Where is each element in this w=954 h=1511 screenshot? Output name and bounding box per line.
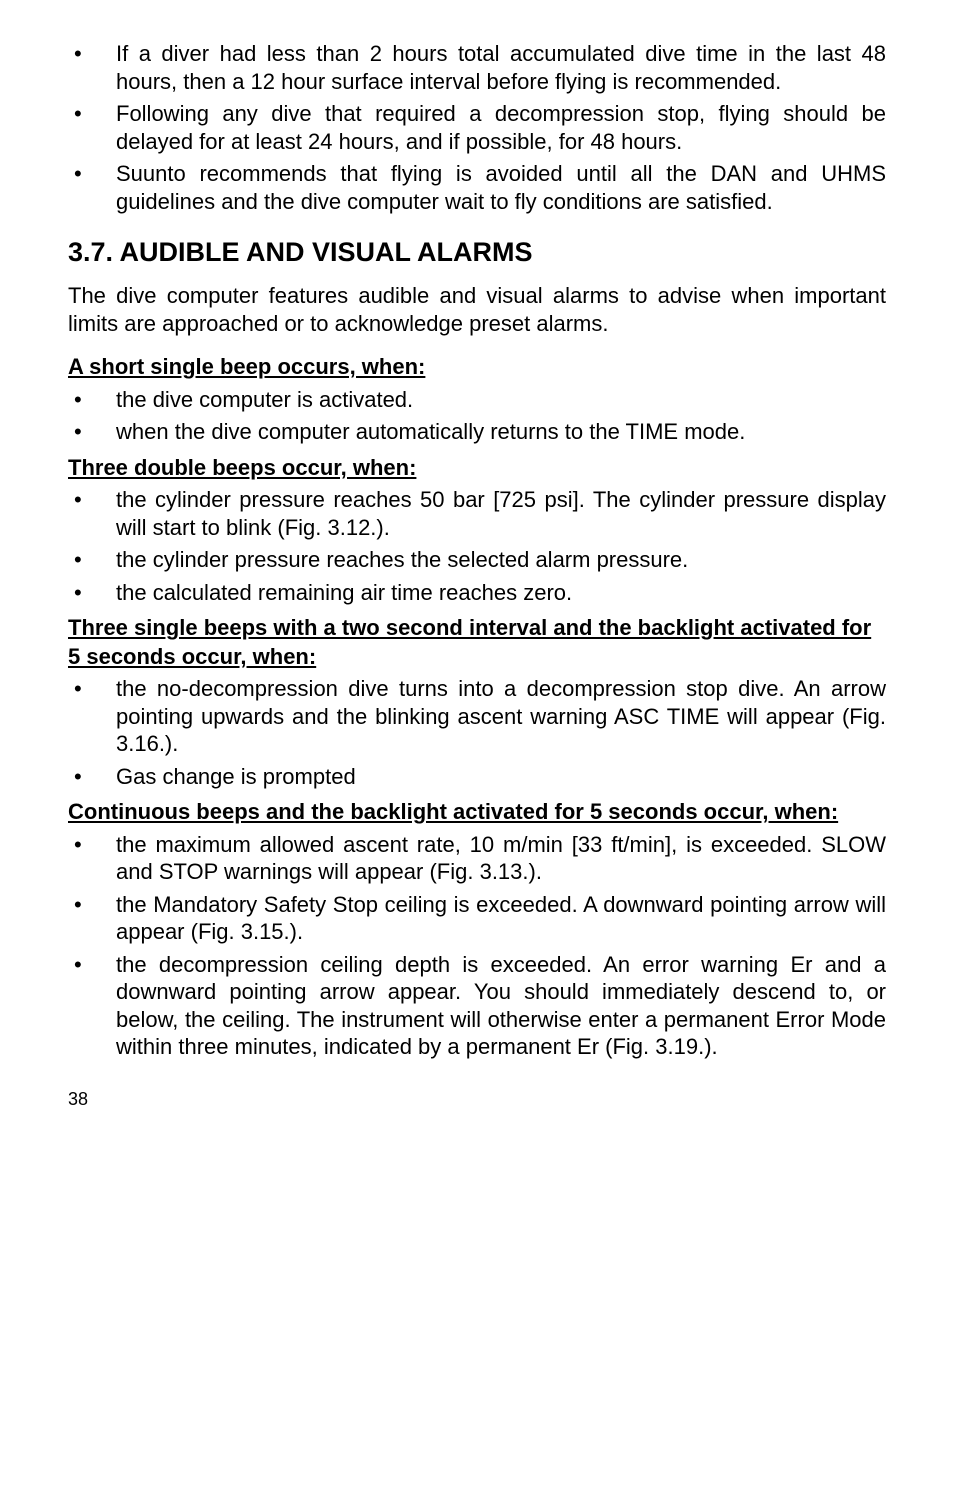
bullet-text: Gas change is prompted	[104, 763, 886, 791]
bullet-text: the maximum allowed ascent rate, 10 m/mi…	[104, 831, 886, 886]
list-item: when the dive computer automatically ret…	[104, 418, 886, 446]
list-item: the maximum allowed ascent rate, 10 m/mi…	[104, 831, 886, 886]
page-number: 38	[68, 1089, 886, 1110]
bullet-text: Suunto recommends that flying is avoided…	[104, 160, 886, 215]
sub1-bullet-list: the dive computer is activated. when the…	[68, 386, 886, 446]
bullet-text: the cylinder pressure reaches 50 bar [72…	[104, 486, 886, 541]
bullet-text: If a diver had less than 2 hours total a…	[104, 40, 886, 95]
subheading-1: A short single beep occurs, when:	[68, 353, 886, 382]
bullet-text: the dive computer is activated.	[104, 386, 886, 414]
bullet-text: the no-decompression dive turns into a d…	[104, 675, 886, 758]
list-item: the dive computer is activated.	[104, 386, 886, 414]
list-item: Following any dive that required a decom…	[104, 100, 886, 155]
top-bullet-list: If a diver had less than 2 hours total a…	[68, 40, 886, 215]
bullet-text: when the dive computer automatically ret…	[104, 418, 886, 446]
bullet-text: Following any dive that required a decom…	[104, 100, 886, 155]
bullet-text: the calculated remaining air time reache…	[104, 579, 886, 607]
list-item: Gas change is prompted	[104, 763, 886, 791]
list-item: the calculated remaining air time reache…	[104, 579, 886, 607]
list-item: Suunto recommends that flying is avoided…	[104, 160, 886, 215]
list-item: the Mandatory Safety Stop ceiling is exc…	[104, 891, 886, 946]
list-item: the cylinder pressure reaches 50 bar [72…	[104, 486, 886, 541]
bullet-text: the Mandatory Safety Stop ceiling is exc…	[104, 891, 886, 946]
list-item: If a diver had less than 2 hours total a…	[104, 40, 886, 95]
subheading-3: Three single beeps with a two second int…	[68, 614, 886, 671]
bullet-text: the decompression ceiling depth is excee…	[104, 951, 886, 1061]
list-item: the cylinder pressure reaches the select…	[104, 546, 886, 574]
subheading-2: Three double beeps occur, when:	[68, 454, 886, 483]
list-item: the decompression ceiling depth is excee…	[104, 951, 886, 1061]
sub2-bullet-list: the cylinder pressure reaches 50 bar [72…	[68, 486, 886, 606]
sub4-bullet-list: the maximum allowed ascent rate, 10 m/mi…	[68, 831, 886, 1061]
subheading-4: Continuous beeps and the backlight activ…	[68, 798, 886, 827]
intro-paragraph: The dive computer features audible and v…	[68, 282, 886, 337]
sub3-bullet-list: the no-decompression dive turns into a d…	[68, 675, 886, 790]
list-item: the no-decompression dive turns into a d…	[104, 675, 886, 758]
section-heading: 3.7. AUDIBLE AND VISUAL ALARMS	[68, 237, 886, 268]
bullet-text: the cylinder pressure reaches the select…	[104, 546, 886, 574]
